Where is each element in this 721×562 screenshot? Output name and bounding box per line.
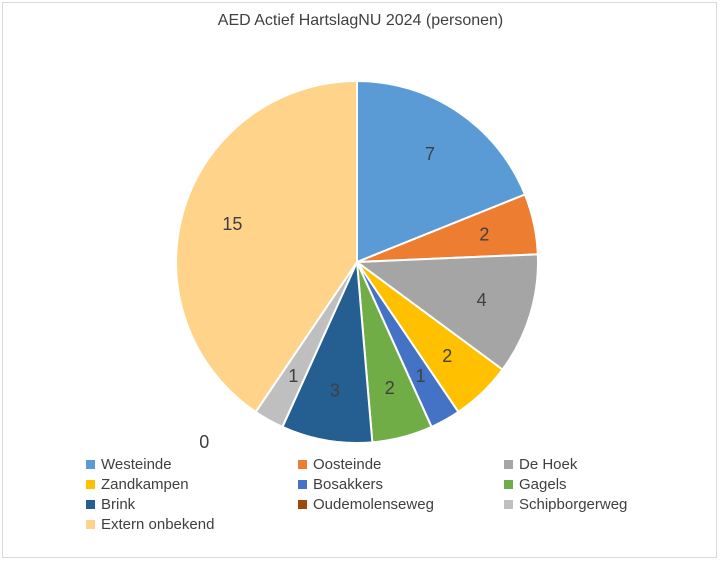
legend-item-de-hoek: De Hoek [504, 456, 577, 473]
pie-slice-extern-onbekend [175, 79, 358, 414]
legend-swatch [86, 500, 95, 509]
data-label-brink: 3 [330, 380, 340, 400]
legend-label: Gagels [519, 476, 567, 493]
chart-title: AED Actief HartslagNU 2024 (personen) [217, 12, 504, 29]
legend-swatch [504, 480, 513, 489]
legend-label: Oosteinde [313, 456, 382, 473]
legend-swatch [298, 480, 307, 489]
legend-label: De Hoek [519, 456, 578, 473]
legend-item-bosakkers: Bosakkers [298, 476, 383, 493]
data-label-bosakkers: 1 [416, 366, 426, 386]
legend-label: Schipborgerweg [519, 496, 628, 513]
data-label-oudemolenseweg: 0 [199, 432, 209, 452]
legend-item-oosteinde: Oosteinde [298, 456, 381, 473]
data-label-extern-onbekend: 15 [222, 214, 242, 234]
legend-item-westeinde: Westeinde [86, 456, 172, 473]
legend-swatch [298, 500, 307, 509]
data-label-de-hoek: 4 [477, 290, 487, 310]
legend-label: Westeinde [101, 456, 172, 473]
legend-swatch [504, 500, 513, 509]
legend-label: Extern onbekend [101, 516, 215, 533]
data-label-oosteinde: 2 [479, 225, 489, 245]
legend-swatch [86, 480, 95, 489]
data-label-zandkampen: 2 [442, 346, 452, 366]
pie-slices [175, 79, 539, 444]
legend-label: Brink [101, 496, 136, 513]
data-label-westeinde: 7 [425, 144, 435, 164]
legend-swatch [298, 460, 307, 469]
legend-swatch [86, 520, 95, 529]
legend-label: Oudemolenseweg [313, 496, 434, 513]
data-label-gagels: 2 [385, 378, 395, 398]
data-label-schipborgerweg: 1 [288, 366, 298, 386]
legend-label: Bosakkers [313, 476, 384, 493]
legend-item-schipborgerweg: Schipborgerweg [504, 496, 627, 513]
pie-slice-de-hoek [354, 253, 539, 372]
legend-label: Zandkampen [101, 476, 189, 493]
legend-item-brink: Brink [86, 496, 135, 513]
pie-slice-westeinde [356, 79, 527, 264]
pie-slice-brink [281, 258, 374, 444]
legend-swatch [86, 460, 95, 469]
legend-item-extern-onbekend: Extern onbekend [86, 516, 214, 533]
legend-swatch [504, 460, 513, 469]
legend-item-zandkampen: Zandkampen [86, 476, 189, 493]
legend-item-oudemolenseweg: Oudemolenseweg [298, 496, 434, 513]
legend-item-gagels: Gagels [504, 476, 567, 493]
